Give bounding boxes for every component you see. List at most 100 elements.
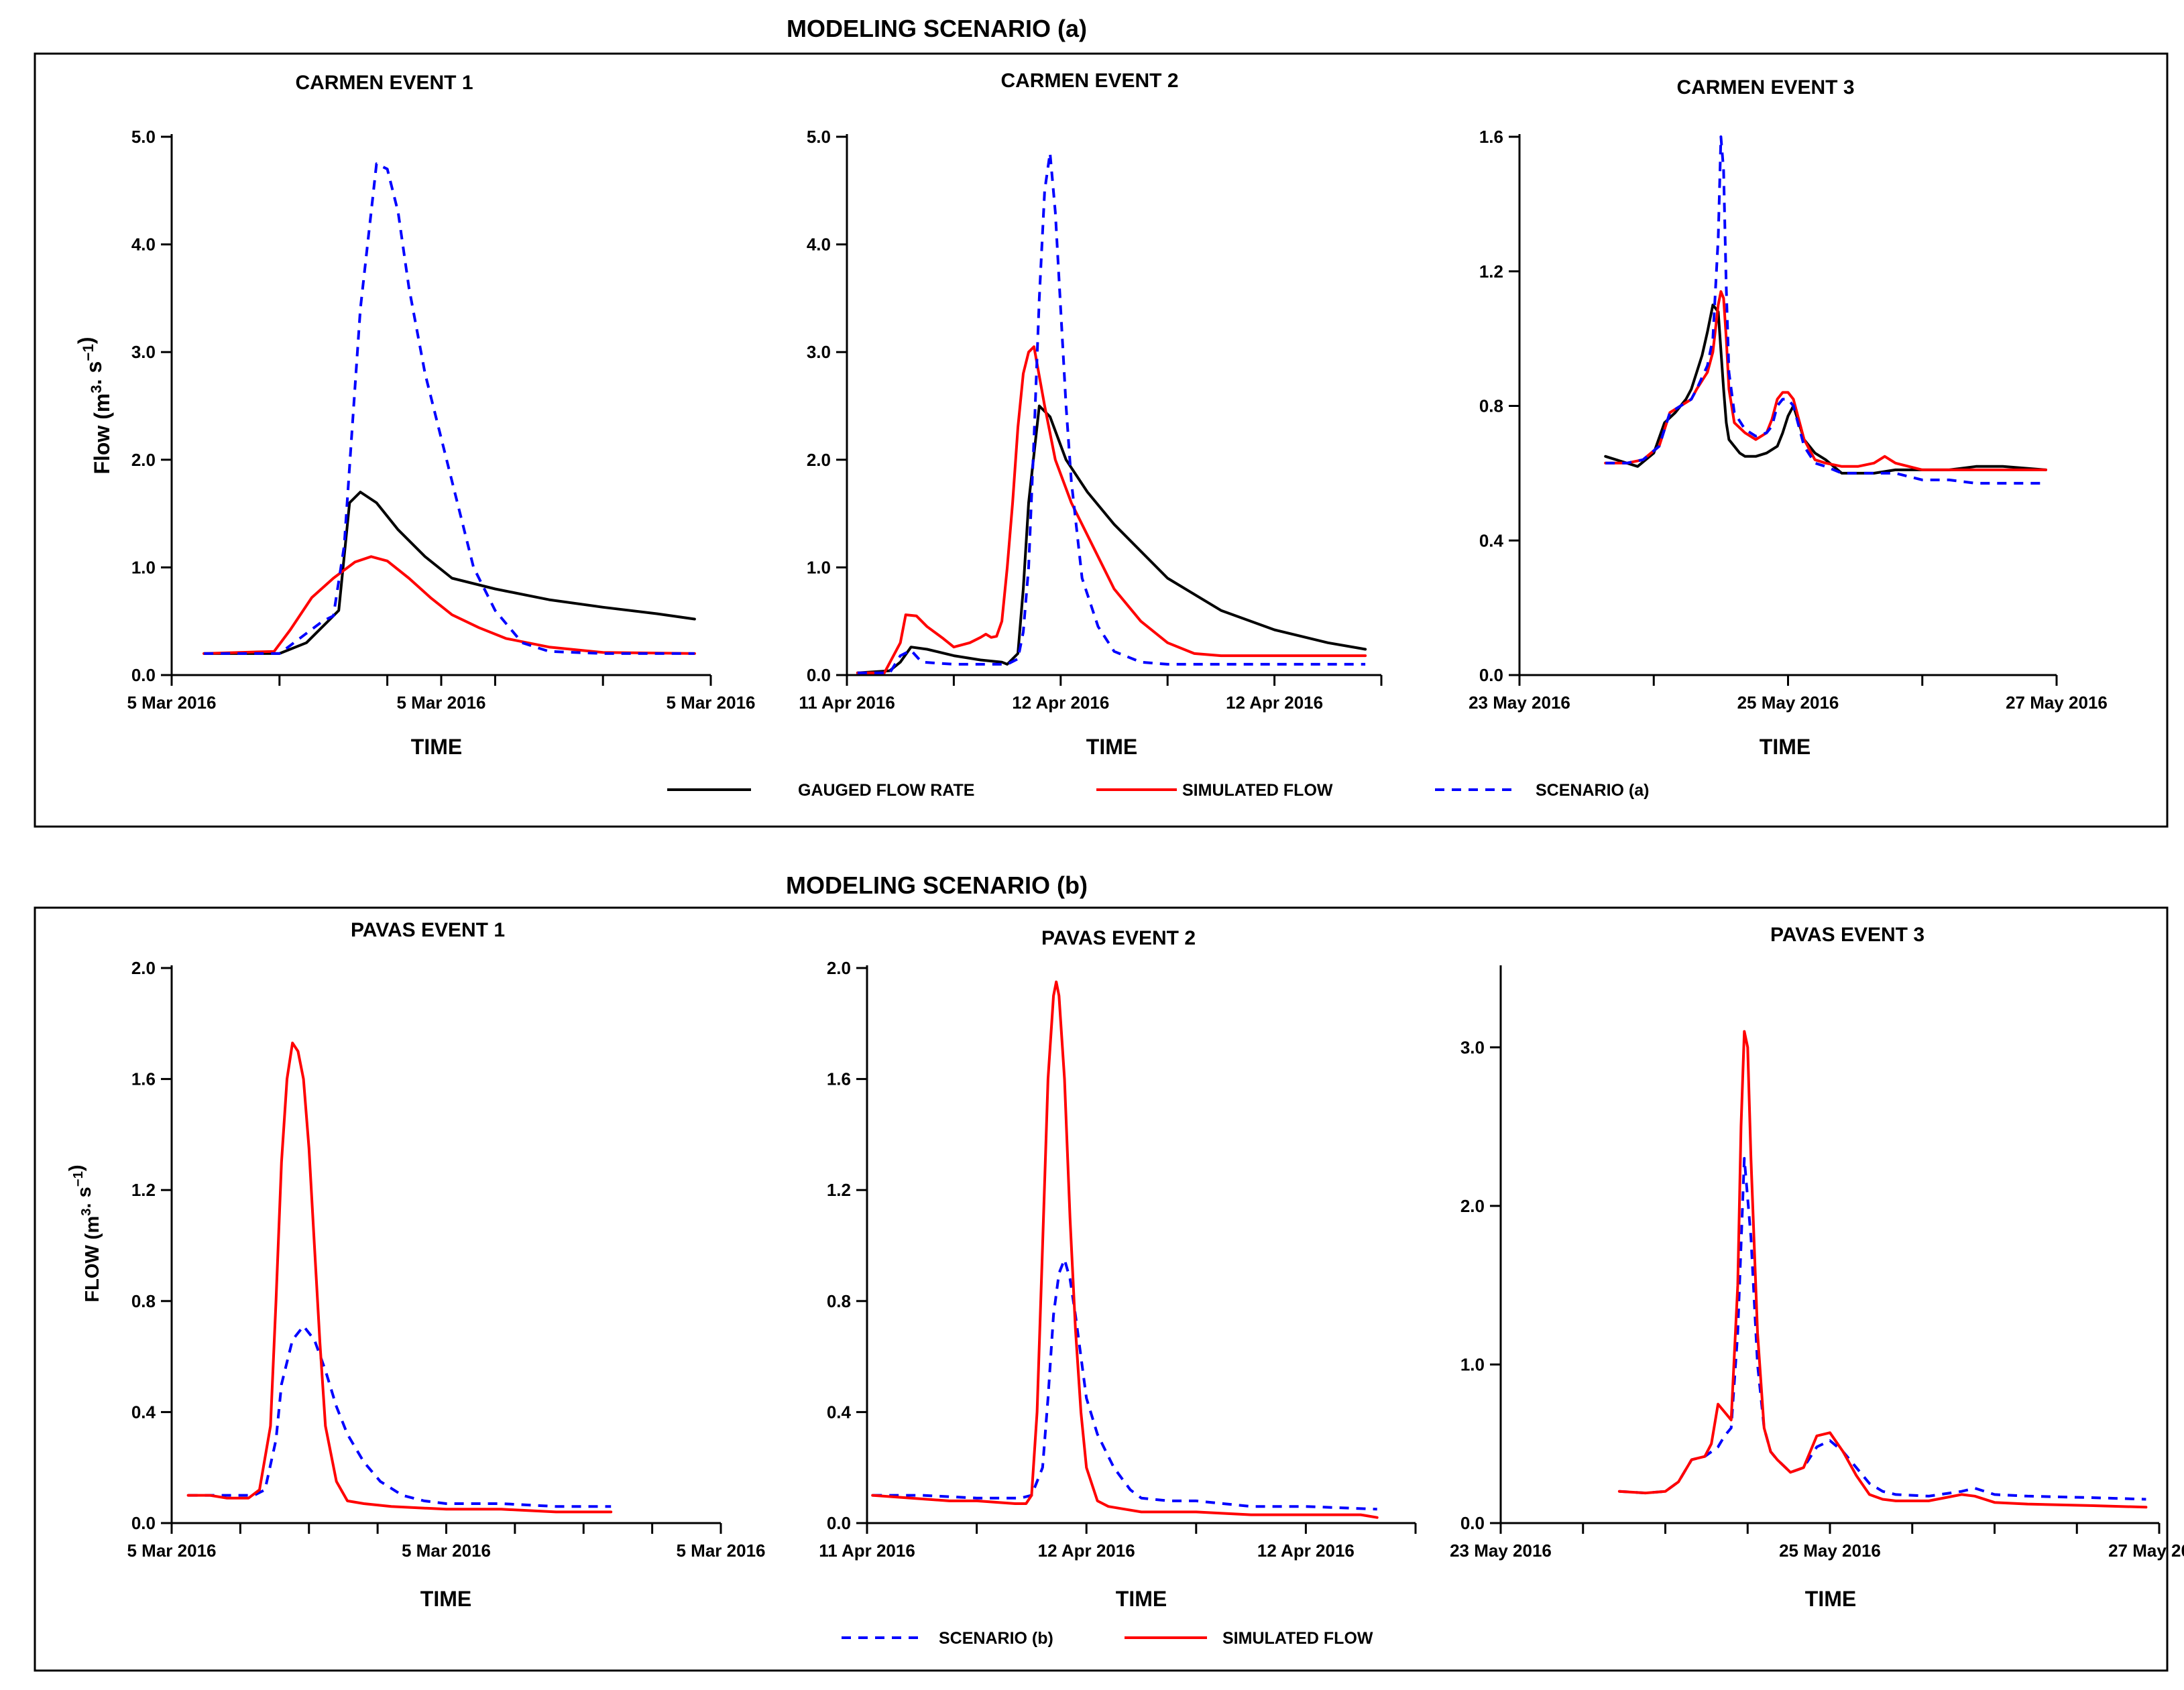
chart-pavas-event-3: PAVAS EVENT 3 TIME [1770, 924, 1924, 1611]
carmen-event-3-y-tick-label: 0.4 [1479, 530, 1504, 550]
pavas-event-3-x-tick-label: 25 May 2016 [1779, 1541, 1881, 1561]
pavas-event-3-series-scenario [1619, 1156, 2146, 1501]
chart-carmen-event-2: CARMEN EVENT 2 TIME [1000, 70, 1178, 759]
pavas-event-3-series-simulated [1617, 1030, 2148, 1509]
pavas-event-1-y-tick-label: 2.0 [131, 958, 156, 978]
pavas-event-3-x-tick-label: 23 May 2016 [1450, 1541, 1552, 1561]
carmen-event-1-y-tick-label: 4.0 [131, 235, 156, 255]
carmen-event-3-series-simulated [1604, 290, 2047, 471]
carmen-event-2-y-tick-label: 4.0 [807, 235, 831, 255]
pavas-event-3-y-tick-label: 2.0 [1460, 1196, 1485, 1216]
pavas-event-1-x-tick-label: 5 Mar 2016 [402, 1541, 491, 1561]
legend-a-label-1: SIMULATED FLOW [1182, 781, 1333, 800]
carmen-event-1-y-tick-label: 0.0 [131, 665, 156, 685]
legend-a: GAUGED FLOW RATE SIMULATED FLOW SCENARIO… [667, 781, 1649, 800]
carmen-event-2-x-tick-label: 12 Apr 2016 [1226, 692, 1323, 713]
pavas-event-2-x-tick-label: 11 Apr 2016 [819, 1541, 915, 1561]
pavas-event-2-series-scenario [872, 1258, 1377, 1511]
carmen-event-2-title: CARMEN EVENT 2 [1000, 70, 1178, 92]
pavas-event-2-y-tick-label: 1.2 [827, 1180, 851, 1200]
pavas-event-1-y-tick-label: 0.0 [131, 1513, 156, 1533]
chart-pavas-event-2: PAVAS EVENT 2 TIME [1041, 927, 1196, 1611]
pavas-event-2-y-tick-label: 2.0 [827, 958, 851, 978]
carmen-event-2-y-tick-label: 5.0 [807, 127, 831, 147]
carmen-event-2-series-simulated [856, 345, 1367, 674]
carmen-event-2-series-gauged [856, 404, 1367, 674]
section-b-title: MODELING SCENARIO (b) [786, 871, 1088, 899]
carmen-event-1-series-simulated [203, 555, 696, 655]
carmen-event-1-title: CARMEN EVENT 1 [295, 72, 473, 94]
carmen-event-2-y-tick-label: 1.0 [807, 557, 831, 577]
chart-pavas-event-1: PAVAS EVENT 1 FLOW (m3. s−1) TIME [66, 919, 505, 1611]
pavas-event-1-y-tick-label: 0.8 [131, 1291, 156, 1311]
carmen-event-3-plot: 0.0 0.4 0.8 1.2 1.6 23 May 2016 25 May 2016 27 … [1469, 127, 2108, 713]
pavas-event-2-x-tick-label: 12 Apr 2016 [1038, 1541, 1135, 1561]
legend-b: SCENARIO (b) SIMULATED FLOW [842, 1629, 1373, 1648]
pavas-event-2-x-tick-label: 12 Apr 2016 [1257, 1541, 1355, 1561]
carmen-event-2-y-tick-label: 2.0 [807, 450, 831, 470]
carmen-event-3-x-tick-label: 25 May 2016 [1737, 692, 1839, 713]
legend-b-item-1: SIMULATED FLOW [1125, 1629, 1373, 1648]
pavas-event-2-y-tick-label: 0.4 [827, 1402, 852, 1422]
pavas-event-2-y-tick-label: 1.6 [827, 1069, 851, 1089]
pavas-event-3-x-tick-label: 27 May 2016 [2108, 1541, 2184, 1561]
pavas-event-1-title: PAVAS EVENT 1 [351, 919, 505, 941]
chart-carmen-event-3: CARMEN EVENT 3 TIME [1676, 76, 1854, 759]
chart-carmen-event-1: CARMEN EVENT 1 Flow (m3. s−1) TIME [74, 72, 473, 759]
legend-a-label-2: SCENARIO (a) [1536, 781, 1649, 800]
carmen-event-1-plot: 0.0 1.0 2.0 3.0 4.0 5.0 5 Mar 2016 5 Mar 2016 5 … [127, 127, 756, 713]
pavas-event-1-plot: 0.0 0.4 0.8 1.2 1.6 2.0 5 Mar 2016 5 Mar 2016 5 … [127, 958, 766, 1561]
pavas-event-1-series-simulated [186, 1041, 613, 1514]
carmen-event-3-x-label: TIME [1760, 735, 1811, 759]
pavas-event-2-x-label: TIME [1116, 1587, 1167, 1611]
pavas-event-3-y-tick-label: 3.0 [1460, 1037, 1485, 1057]
pavas-event-3-plot: 0.0 1.0 2.0 3.0 23 May 2016 25 May 2016 27 May… [1450, 965, 2184, 1561]
carmen-event-1-series-gauged [203, 491, 696, 655]
pavas-event-3-title: PAVAS EVENT 3 [1770, 924, 1924, 946]
carmen-event-3-series-gauged [1604, 303, 2047, 475]
carmen-event-3-y-tick-label: 0.8 [1479, 396, 1503, 416]
pavas-event-1-x-label: TIME [420, 1587, 471, 1611]
pavas-event-2-y-tick-label: 0.8 [827, 1291, 851, 1311]
carmen-event-1-y-tick-label: 2.0 [131, 450, 156, 470]
carmen-event-1-x-tick-label: 5 Mar 2016 [127, 692, 217, 713]
carmen-event-2-x-tick-label: 11 Apr 2016 [799, 692, 895, 713]
pavas-event-2-title: PAVAS EVENT 2 [1041, 927, 1196, 949]
section-a-frame [34, 52, 2169, 828]
carmen-event-3-x-tick-label: 27 May 2016 [2006, 692, 2108, 713]
legend-a-item-2: SCENARIO (a) [1435, 781, 1649, 800]
legend-a-label-0: GAUGED FLOW RATE [798, 781, 974, 800]
pavas-event-1-series-scenario [188, 1325, 612, 1508]
section-b-frame [34, 906, 2169, 1672]
carmen-event-1-y-tick-label: 5.0 [131, 127, 156, 147]
carmen-event-1-y-tick-label: 1.0 [131, 557, 156, 577]
pavas-event-3-y-tick-label: 0.0 [1460, 1513, 1485, 1533]
legend-a-item-0: GAUGED FLOW RATE [667, 781, 974, 800]
pavas-event-2-plot: 0.0 0.4 0.8 1.2 1.6 2.0 11 Apr 2016 12 Apr 2016… [819, 958, 1417, 1561]
pavas-event-3-x-label: TIME [1805, 1587, 1856, 1611]
pavas-event-1-x-tick-label: 5 Mar 2016 [677, 1541, 766, 1561]
carmen-event-1-x-tick-label: 5 Mar 2016 [667, 692, 756, 713]
legend-b-item-0: SCENARIO (b) [842, 1629, 1053, 1648]
pavas-event-1-x-tick-label: 5 Mar 2016 [127, 1541, 217, 1561]
pavas-event-3-y-tick-label: 1.0 [1460, 1354, 1485, 1374]
pavas-event-1-y-tick-label: 1.6 [131, 1069, 156, 1089]
pavas-event-1-y-tick-label: 0.4 [131, 1402, 156, 1422]
carmen-event-1-x-tick-label: 5 Mar 2016 [397, 692, 486, 713]
legend-a-item-1: SIMULATED FLOW [1096, 781, 1333, 800]
carmen-event-3-series-scenario [1605, 135, 2046, 485]
carmen-event-3-x-tick-label: 23 May 2016 [1469, 692, 1570, 713]
carmen-event-1-series-scenario [204, 162, 695, 655]
legend-b-label-1: SIMULATED FLOW [1222, 1629, 1373, 1648]
carmen-event-2-x-tick-label: 12 Apr 2016 [1012, 692, 1109, 713]
carmen-event-2-series-scenario [857, 152, 1366, 674]
section-a-title: MODELING SCENARIO (a) [787, 15, 1087, 42]
carmen-event-1-x-label: TIME [411, 735, 462, 759]
carmen-event-3-y-tick-label: 0.0 [1479, 665, 1503, 685]
carmen-event-1-y-tick-label: 3.0 [131, 342, 156, 362]
carmen-event-3-title: CARMEN EVENT 3 [1676, 76, 1854, 99]
plot-layer: 0.0 1.0 2.0 3.0 4.0 5.0 5 Mar 2016 5 Mar 2016 5 … [127, 127, 2184, 1561]
pavas-event-1-y-tick-label: 1.2 [131, 1180, 156, 1200]
carmen-event-2-x-label: TIME [1086, 735, 1137, 759]
